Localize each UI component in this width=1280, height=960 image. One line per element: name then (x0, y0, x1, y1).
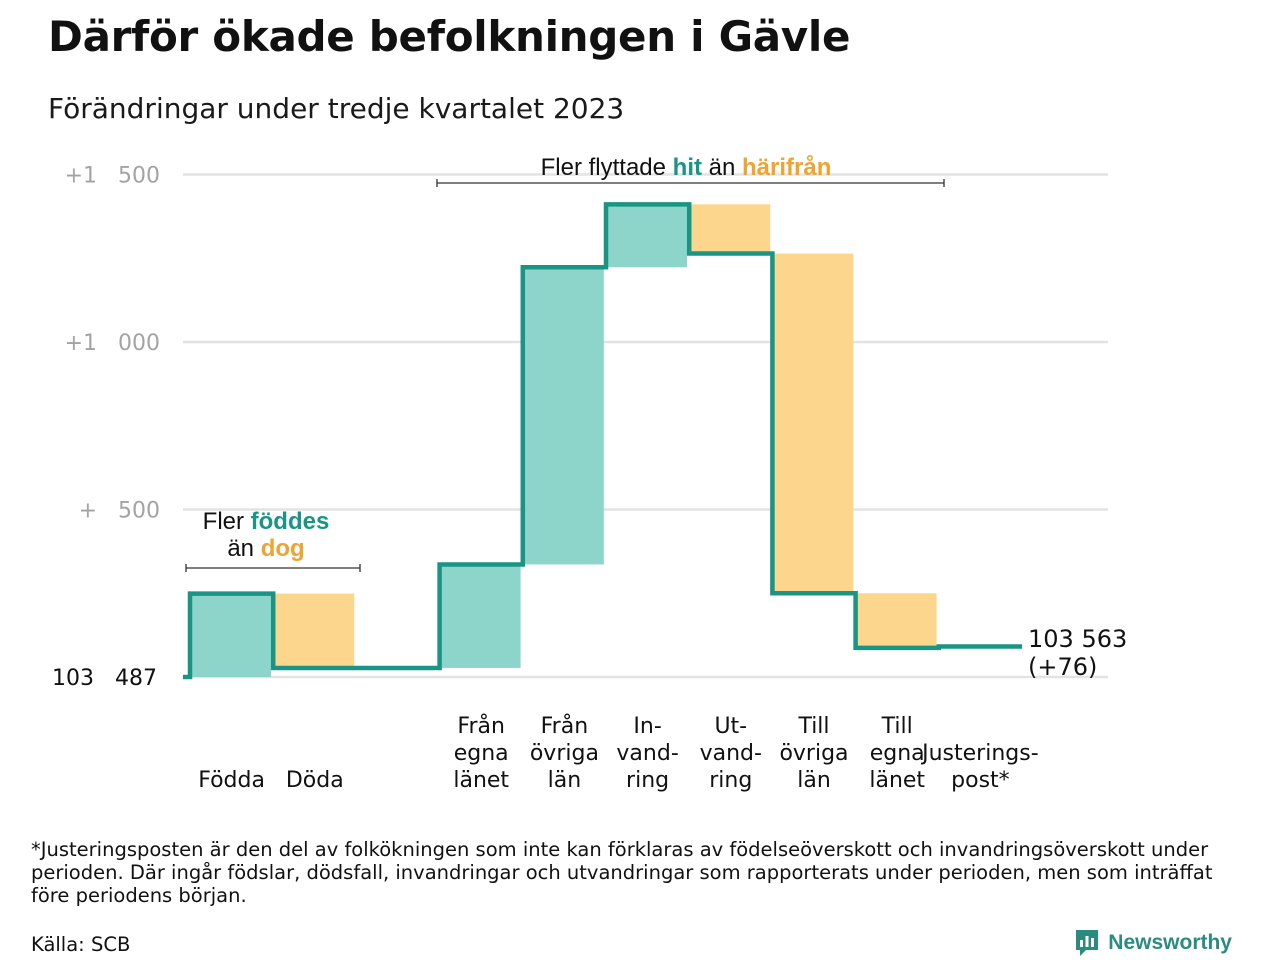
y-tick-label: + 500 (79, 499, 160, 524)
annotation-migration-hit: hit (673, 154, 702, 181)
annotation-births-hit: föddes (251, 508, 330, 535)
category-label: övriga (530, 741, 599, 766)
category-label: vand- (616, 741, 678, 766)
annotation-births-plain: Fler (203, 508, 251, 535)
category-label: vand- (700, 741, 762, 766)
category-label: länet (869, 768, 925, 793)
bar-increase (440, 564, 521, 668)
category-label: Justerings- (920, 741, 1039, 766)
annotation-births: Fler föddes (203, 508, 330, 535)
annotation-migration: Fler flyttade hit än härifrån (541, 154, 832, 181)
category-label: egna (870, 741, 925, 766)
annotation-births-harifran: dog (261, 535, 305, 562)
category-label: ring (709, 768, 752, 793)
y-tick-label: +1 000 (65, 331, 160, 356)
bar-decrease (690, 204, 771, 254)
end-value-label: 103 563 (1028, 625, 1127, 653)
brand-name: Newsworthy (1108, 931, 1232, 954)
category-label: ring (626, 768, 669, 793)
bar-increase (191, 593, 271, 677)
annotation-migration-plain: än (702, 154, 742, 181)
source-text: Källa: SCB (31, 933, 131, 956)
category-label: Till (797, 714, 829, 739)
category-label: Födda (198, 768, 265, 793)
category-label: Till (881, 714, 913, 739)
start-value-label: 103 487 (52, 666, 157, 691)
annotation-births-plain: än (227, 535, 260, 562)
bar-decrease (856, 593, 937, 648)
chart-subtitle: Förändringar under tredje kvartalet 2023 (48, 92, 625, 125)
category-label: länet (453, 768, 509, 793)
annotation-births: än dog (227, 535, 304, 562)
category-label: In- (633, 714, 661, 739)
newsworthy-logo-icon (1076, 930, 1099, 956)
bar-increase (523, 267, 604, 565)
annotation-migration-harifran: härifrån (742, 154, 831, 181)
category-label: Från (457, 713, 505, 739)
category-label: egna (454, 741, 509, 766)
y-tick-label: +1 500 (65, 164, 160, 189)
cumulative-step-line (183, 202, 1022, 680)
category-label: län (548, 768, 582, 793)
bar-decrease (274, 593, 355, 668)
category-label: län (797, 768, 831, 793)
footnote: *Justeringsposten är den del av folkökni… (31, 838, 1213, 907)
chart-title: Därför ökade befolkningen i Gävle (48, 12, 851, 61)
end-change-label: (+76) (1028, 653, 1097, 681)
category-label: övriga (779, 741, 848, 766)
category-label: Ut- (714, 714, 747, 739)
brand-logo: Newsworthy (1074, 928, 1232, 958)
bar-decrease (773, 253, 854, 594)
category-label: Från (541, 713, 589, 739)
annotation-migration-plain: Fler flyttade (541, 154, 673, 181)
category-label: post* (951, 768, 1010, 793)
bar-increase (607, 204, 687, 268)
category-label: Döda (286, 768, 344, 793)
